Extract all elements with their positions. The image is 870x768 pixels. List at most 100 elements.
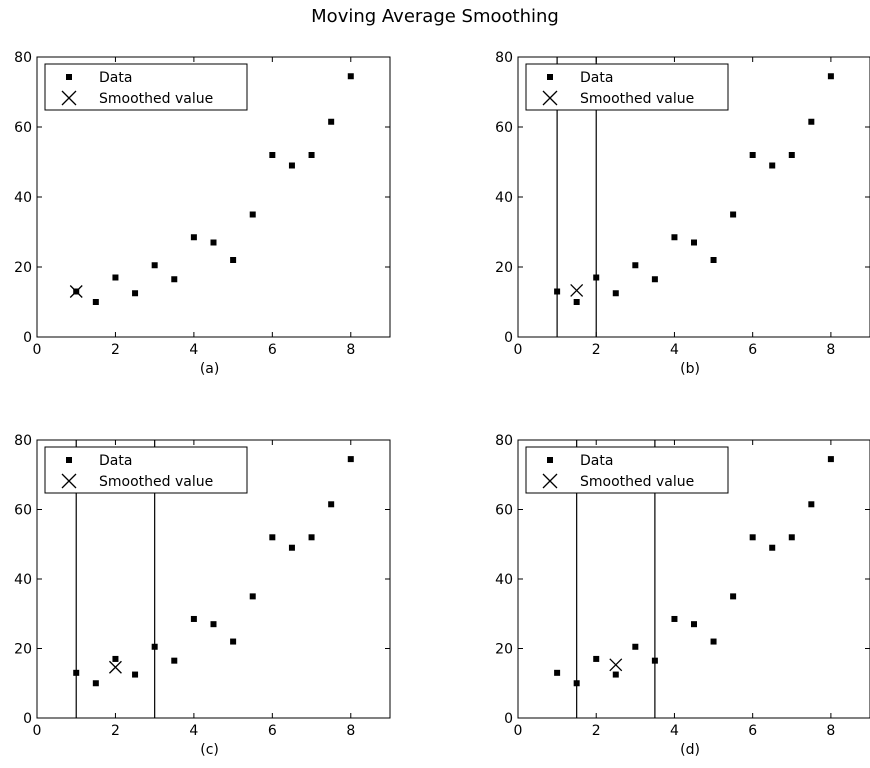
legend-smoothed-label: Smoothed value — [99, 91, 213, 107]
x-tick-label: 2 — [111, 342, 120, 358]
subplot-caption: (a) — [200, 361, 220, 377]
data-point — [808, 118, 815, 125]
data-point — [691, 239, 697, 246]
data-point — [730, 593, 737, 600]
data-point — [288, 162, 295, 169]
data-point — [92, 299, 99, 305]
data-point — [593, 655, 600, 662]
y-tick-label: 20 — [14, 642, 32, 658]
data-point — [554, 669, 561, 676]
x-tick-label: 4 — [670, 342, 679, 358]
y-tick-label: 80 — [495, 433, 513, 449]
x-tick-label: 6 — [268, 342, 277, 358]
data-point — [671, 234, 678, 241]
y-tick-label: 0 — [23, 330, 32, 346]
y-tick-label: 60 — [14, 503, 32, 519]
x-tick-label: 4 — [189, 723, 198, 739]
data-point — [612, 671, 619, 678]
x-tick-label: 0 — [33, 342, 42, 358]
y-tick-label: 40 — [495, 190, 513, 206]
data-point — [632, 643, 639, 650]
x-tick-label: 0 — [514, 342, 523, 358]
data-point — [308, 152, 315, 158]
legend: Data Smoothed value — [525, 446, 729, 494]
subplot-caption: (d) — [680, 742, 700, 758]
data-point — [808, 501, 815, 508]
figure-title: Moving Average Smoothing — [311, 6, 559, 27]
y-tick-label: 0 — [504, 330, 513, 346]
data-point — [249, 211, 256, 218]
data-point — [710, 638, 717, 645]
data-point — [788, 534, 795, 541]
smoothed-value-marker — [108, 660, 122, 674]
legend-data-label: Data — [99, 70, 132, 86]
data-point — [112, 655, 119, 662]
data-point — [190, 234, 197, 241]
data-point — [749, 534, 756, 541]
data-point — [730, 211, 737, 218]
legend-smoothed-label: Smoothed value — [580, 91, 694, 107]
legend-smoothed-label: Smoothed value — [99, 474, 213, 490]
data-point — [827, 456, 834, 463]
data-point — [230, 638, 237, 645]
data-point — [573, 299, 580, 305]
y-tick-label: 80 — [14, 50, 32, 66]
data-point — [347, 73, 354, 80]
x-tick-label: 6 — [748, 342, 757, 358]
data-point — [151, 262, 158, 269]
x-tick-label: 8 — [346, 723, 355, 739]
y-tick-label: 80 — [14, 433, 32, 449]
legend: Data Smoothed value — [44, 63, 248, 111]
data-point — [92, 680, 99, 687]
y-tick-label: 20 — [495, 260, 513, 276]
y-tick-label: 20 — [495, 642, 513, 658]
y-tick-label: 0 — [504, 711, 513, 727]
legend-data-label: Data — [580, 70, 613, 86]
x-tick-label: 8 — [826, 723, 835, 739]
y-tick-label: 40 — [495, 572, 513, 588]
data-point — [210, 621, 217, 628]
y-tick-label: 40 — [14, 190, 32, 206]
data-point — [573, 680, 580, 687]
data-point — [827, 73, 834, 80]
legend-box — [44, 446, 248, 494]
data-point — [328, 118, 335, 125]
data-point — [769, 544, 776, 551]
data-point — [788, 152, 795, 158]
data-point — [230, 257, 237, 263]
data-point — [132, 671, 139, 678]
data-point — [73, 669, 80, 676]
data-point — [769, 162, 776, 169]
data-point — [749, 152, 756, 158]
y-tick-label: 0 — [23, 711, 32, 727]
data-point — [347, 456, 354, 463]
data-point — [112, 274, 119, 281]
y-tick-label: 60 — [495, 120, 513, 136]
x-tick-label: 4 — [189, 342, 198, 358]
x-tick-label: 2 — [111, 723, 120, 739]
legend-data-label: Data — [99, 453, 132, 469]
legend-smoothed-marker — [542, 473, 558, 489]
subplot-caption: (c) — [200, 742, 219, 758]
legend-data-marker — [66, 74, 72, 80]
data-point — [328, 501, 335, 508]
legend-data-marker — [547, 457, 553, 463]
data-point — [171, 657, 178, 664]
data-point — [593, 274, 600, 281]
data-point — [710, 257, 717, 263]
x-tick-label: 0 — [514, 723, 523, 739]
legend-data-marker — [66, 457, 72, 463]
legend-data-marker — [547, 74, 553, 80]
legend: Data Smoothed value — [525, 63, 729, 111]
legend-data-label: Data — [580, 453, 613, 469]
data-point — [612, 290, 619, 297]
legend-box — [44, 63, 248, 111]
legend-smoothed-marker — [61, 90, 77, 106]
y-tick-label: 60 — [14, 120, 32, 136]
data-point — [210, 239, 217, 246]
